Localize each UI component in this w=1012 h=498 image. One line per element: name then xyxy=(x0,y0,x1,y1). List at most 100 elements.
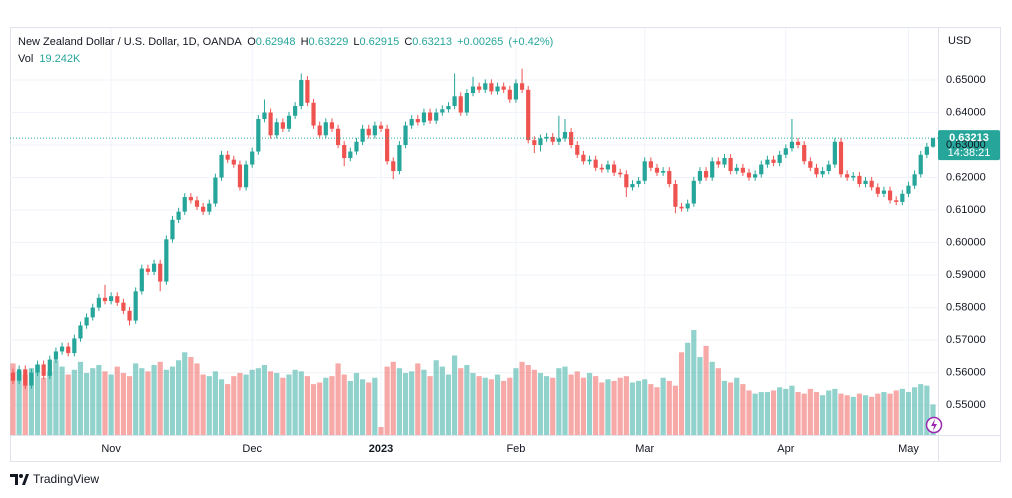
candle-body xyxy=(250,151,255,165)
candle-body xyxy=(397,145,402,172)
candle-body xyxy=(348,151,353,159)
candle-body xyxy=(740,167,745,173)
candle-body xyxy=(477,86,482,90)
candle-body xyxy=(427,112,433,121)
candle-body xyxy=(342,145,347,159)
candle-body xyxy=(845,174,850,178)
volume-bar xyxy=(396,368,402,435)
volume-bar xyxy=(783,388,789,435)
candle-body xyxy=(771,159,776,163)
candle-body xyxy=(887,190,893,201)
candle-body xyxy=(611,164,617,173)
candle-body xyxy=(795,141,801,146)
candle-body xyxy=(440,109,445,113)
candle-body xyxy=(489,83,494,92)
symbol-title: New Zealand Dollar / U.S. Dollar, 1D, OA… xyxy=(18,36,242,48)
volume-bar xyxy=(893,390,899,435)
candle-body xyxy=(305,80,310,103)
candle-body xyxy=(317,125,322,136)
candle-body xyxy=(274,122,279,136)
candle-body xyxy=(556,138,561,142)
candle-body xyxy=(421,112,427,123)
volume-bar xyxy=(47,371,53,435)
volume-bar xyxy=(304,376,310,435)
candle-body xyxy=(636,180,641,185)
volume-bar xyxy=(169,366,176,435)
candle-body xyxy=(777,154,782,163)
volume-bar xyxy=(636,380,642,435)
volume-bar xyxy=(16,371,22,435)
volume-bar xyxy=(801,393,807,435)
candle-body xyxy=(90,307,95,318)
volume-bar xyxy=(200,374,206,435)
y-tick-label: 0.58000 xyxy=(946,301,986,313)
volume-bar xyxy=(71,369,77,435)
candle-body xyxy=(507,89,512,100)
candle-body xyxy=(679,206,684,209)
volume-bar xyxy=(507,377,513,435)
candle-body xyxy=(918,154,923,175)
x-tick-label: 2023 xyxy=(369,443,393,455)
candle-body xyxy=(753,174,758,178)
volume-bar xyxy=(194,363,200,435)
volume-bar xyxy=(586,372,593,435)
volume-bar xyxy=(402,372,409,435)
volume-bar xyxy=(360,379,366,435)
volume-bar xyxy=(280,377,286,435)
candle-body xyxy=(201,206,206,212)
volume-bar xyxy=(335,363,341,435)
volume-bar xyxy=(537,372,544,435)
indicator-icon[interactable] xyxy=(925,416,943,434)
candle-body xyxy=(121,302,126,311)
high-label: H xyxy=(301,36,309,48)
logo-mark xyxy=(10,474,18,485)
volume-bar xyxy=(820,395,826,435)
candle-body xyxy=(550,136,555,142)
logo-slash xyxy=(22,474,29,485)
candle-body xyxy=(734,167,739,172)
brand-name: TradingView xyxy=(33,472,99,486)
candle-body xyxy=(360,128,365,142)
candle-body xyxy=(685,203,690,209)
candle-body xyxy=(900,193,905,202)
x-tick-label: Apr xyxy=(777,443,794,455)
volume-bar xyxy=(568,374,574,435)
candle-body xyxy=(838,141,844,175)
volume-bar xyxy=(844,395,850,435)
volume-bar xyxy=(501,380,507,435)
volume-bar xyxy=(188,357,194,435)
volume-bar xyxy=(310,384,317,435)
candle-body xyxy=(562,132,568,139)
open-label: O xyxy=(247,36,256,48)
volume-bar xyxy=(482,377,488,435)
volume-bar xyxy=(157,361,163,435)
candle-body xyxy=(243,164,249,188)
candle-body xyxy=(814,167,819,175)
candle-body xyxy=(47,359,52,376)
volume-bar xyxy=(433,360,439,435)
candle-body xyxy=(41,364,46,376)
candle-body xyxy=(434,112,439,121)
volume-bar xyxy=(654,387,660,435)
candle-body xyxy=(256,119,261,152)
volume-bar xyxy=(887,393,893,435)
candle-body xyxy=(194,200,200,207)
candle-body xyxy=(268,112,273,136)
volume-bar xyxy=(206,376,212,435)
volume-bar xyxy=(556,368,562,435)
volume-bar xyxy=(574,371,580,435)
volume-bar xyxy=(139,368,145,435)
candle-body xyxy=(857,175,862,185)
volume-bar xyxy=(421,369,427,435)
close-value: 0.63213 xyxy=(412,36,452,48)
volume-bar xyxy=(298,371,304,435)
volume-bar xyxy=(875,393,881,435)
candle-body xyxy=(59,346,65,352)
x-tick-label: Dec xyxy=(242,443,262,455)
volume-bar xyxy=(120,372,126,435)
volume-bar xyxy=(212,371,218,435)
volume-bar xyxy=(832,388,838,435)
volume-bar xyxy=(862,395,869,435)
volume-bar xyxy=(84,372,90,435)
x-tick-label: May xyxy=(898,443,919,455)
